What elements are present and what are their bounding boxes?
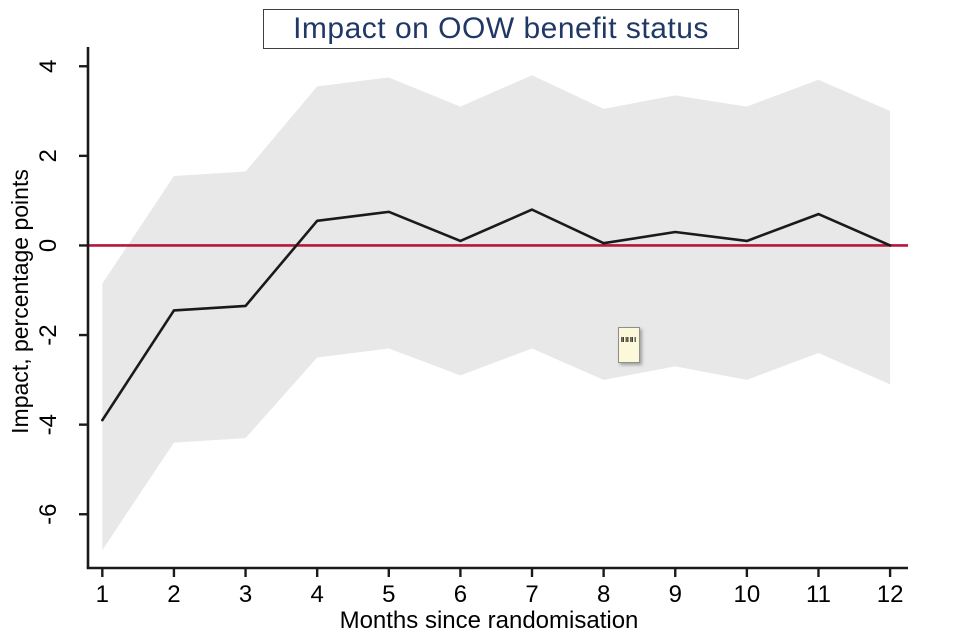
x-tick-label: 2: [167, 581, 180, 608]
y-tick-label: -6: [35, 504, 62, 525]
chart-title: Impact on OOW benefit status: [293, 12, 709, 45]
x-tick-label: 8: [597, 581, 610, 608]
impact-line: [101, 208, 892, 422]
x-tick-label: 7: [525, 581, 538, 608]
x-tick-label: 4: [310, 581, 323, 608]
x-tick-label: 11: [806, 581, 831, 608]
y-tick-label: 4: [35, 60, 62, 73]
y-tick-label: -2: [35, 324, 62, 345]
x-tick-label: 5: [382, 581, 395, 608]
y-tick-label: -4: [35, 414, 62, 435]
x-tick-label: 6: [454, 581, 467, 608]
chart-title-box: Impact on OOW benefit status: [263, 9, 739, 49]
x-tick-label: 9: [669, 581, 682, 608]
x-axis-title: Months since randomisation: [340, 607, 639, 634]
confidence-band: [102, 75, 891, 551]
x-tick-label: 10: [734, 581, 761, 608]
y-axis-title: Impact, percentage points: [7, 169, 33, 434]
note-marks-icon: [621, 337, 636, 342]
y-tick-label: 2: [35, 149, 62, 162]
y-tick-label: 0: [35, 239, 62, 252]
note-icon[interactable]: [618, 327, 640, 363]
x-tick-label: 12: [877, 581, 904, 608]
x-tick-label: 3: [239, 581, 252, 608]
x-tick-label: 1: [96, 581, 109, 608]
